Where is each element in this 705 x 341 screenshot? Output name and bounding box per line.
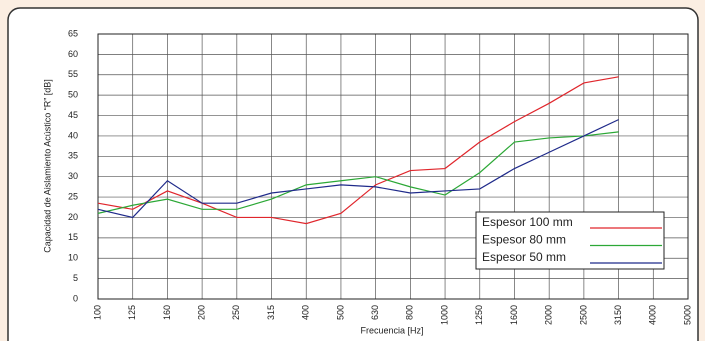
x-tick-label: 1000 — [439, 305, 449, 325]
x-tick-label: 630 — [370, 305, 380, 320]
x-tick-label: 3150 — [613, 305, 623, 325]
y-tick-label: 30 — [68, 171, 78, 181]
x-tick-label: 500 — [335, 305, 345, 320]
x-tick-label: 125 — [127, 305, 137, 320]
x-tick-label: 1250 — [474, 305, 484, 325]
x-tick-label: 4000 — [648, 305, 658, 325]
y-tick-label: 25 — [68, 191, 78, 201]
x-tick-label: 200 — [196, 305, 206, 320]
x-tick-label: 1600 — [509, 305, 519, 325]
x-tick-label: 315 — [266, 305, 276, 320]
x-tick-label: 250 — [231, 305, 241, 320]
x-tick-label: 100 — [92, 305, 102, 320]
x-tick-label: 400 — [301, 305, 311, 320]
x-tick-label: 160 — [162, 305, 172, 320]
panel — [7, 7, 699, 341]
y-tick-label: 50 — [68, 90, 78, 100]
y-tick-label: 5 — [73, 273, 78, 283]
legend-label: Espesor 50 mm — [482, 250, 566, 264]
x-tick-label: 2500 — [578, 305, 588, 325]
series-line — [97, 119, 619, 219]
y-tick-label: 45 — [68, 110, 78, 120]
y-tick-label: 65 — [68, 28, 78, 38]
plot-frame — [97, 33, 689, 300]
series-line — [97, 131, 619, 214]
series-line — [97, 76, 619, 225]
y-tick-label: 40 — [68, 130, 78, 140]
y-axis-label: Capacidad de Aislamiento Acústico “R” [d… — [42, 79, 52, 253]
y-tick-label: 55 — [68, 69, 78, 79]
legend-label: Espesor 100 mm — [482, 215, 573, 229]
x-tick-label: 800 — [405, 305, 415, 320]
y-tick-label: 35 — [68, 151, 78, 161]
x-tick-label: 2000 — [544, 305, 554, 325]
y-tick-label: 15 — [68, 232, 78, 242]
x-tick-label: 5000 — [682, 305, 692, 325]
legend-label: Espesor 80 mm — [482, 233, 566, 247]
legend-box — [475, 211, 665, 270]
y-tick-label: 0 — [73, 293, 78, 303]
x-axis-label: Frecuencia [Hz] — [360, 325, 423, 335]
y-tick-label: 10 — [68, 253, 78, 263]
y-tick-label: 60 — [68, 49, 78, 59]
y-tick-label: 20 — [68, 212, 78, 222]
